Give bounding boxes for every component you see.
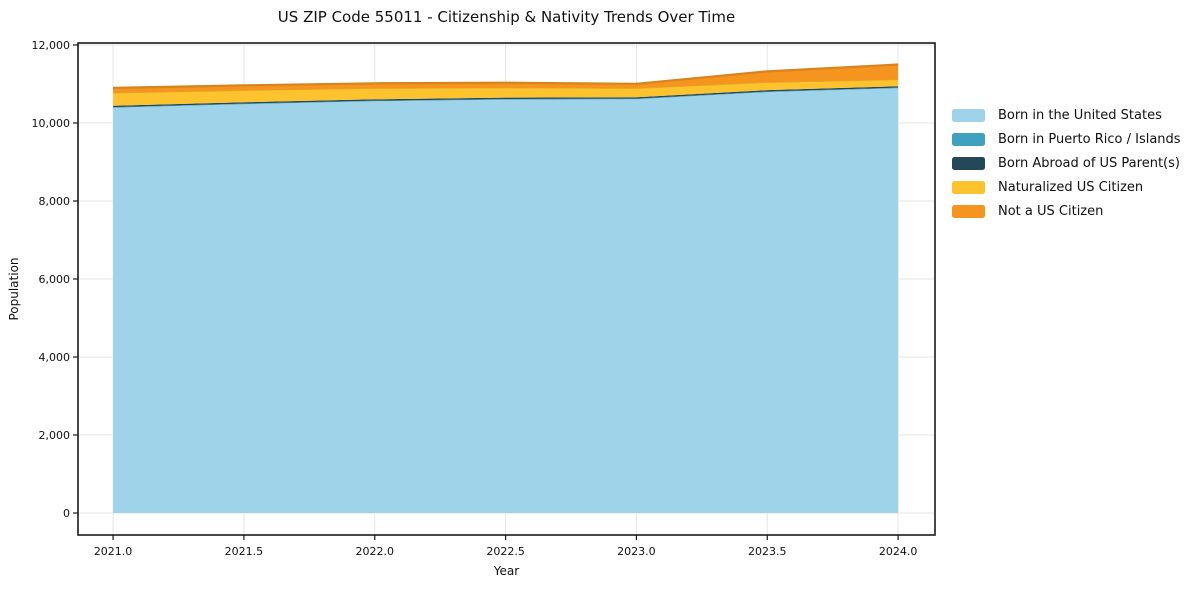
legend-item: Naturalized US Citizen xyxy=(952,175,1181,199)
y-tick-label: 0 xyxy=(63,507,70,520)
legend-item: Not a US Citizen xyxy=(952,199,1181,223)
legend-swatch xyxy=(952,108,985,122)
legend-swatch xyxy=(952,180,985,194)
y-tick-label: 2,000 xyxy=(39,429,71,442)
x-tick-label: 2024.0 xyxy=(879,545,918,558)
x-tick-label: 2023.0 xyxy=(617,545,656,558)
legend-label: Not a US Citizen xyxy=(998,203,1104,219)
y-axis-title: Population xyxy=(7,257,21,321)
axes-frame xyxy=(77,42,936,536)
x-axis-title: Year xyxy=(493,564,520,578)
legend-swatch xyxy=(952,132,985,146)
legend-label: Born Abroad of US Parent(s) xyxy=(998,155,1180,171)
legend-label: Born in Puerto Rico / Islands xyxy=(998,131,1181,147)
area-edge-series-4 xyxy=(113,63,899,89)
x-tick-label: 2021.5 xyxy=(225,545,264,558)
area-series-0 xyxy=(113,88,899,514)
area-series-4 xyxy=(113,64,899,93)
legend: Born in the United States Born in Puerto … xyxy=(952,103,1181,223)
y-tick-label: 4,000 xyxy=(39,351,71,364)
y-tick-label: 6,000 xyxy=(39,273,71,286)
legend-item: Born in Puerto Rico / Islands xyxy=(952,127,1181,151)
legend-swatch xyxy=(952,156,985,170)
legend-label: Born in the United States xyxy=(998,107,1162,123)
x-tick-label: 2021.0 xyxy=(94,545,133,558)
x-tick-label: 2023.5 xyxy=(748,545,787,558)
chart-title: US ZIP Code 55011 - Citizenship & Nativi… xyxy=(277,8,736,26)
legend-item: Born Abroad of US Parent(s) xyxy=(952,151,1181,175)
x-tick-label: 2022.5 xyxy=(486,545,525,558)
y-tick-label: 10,000 xyxy=(32,117,71,130)
legend-label: Naturalized US Citizen xyxy=(998,179,1144,195)
area-series-1 xyxy=(113,87,899,108)
legend-item: Born in the United States xyxy=(952,103,1181,127)
y-tick-label: 12,000 xyxy=(32,39,71,52)
y-tick-label: 8,000 xyxy=(39,195,71,208)
area-series-3 xyxy=(113,79,899,106)
legend-swatch xyxy=(952,204,985,218)
area-series-2 xyxy=(113,86,899,108)
x-tick-label: 2022.0 xyxy=(355,545,394,558)
